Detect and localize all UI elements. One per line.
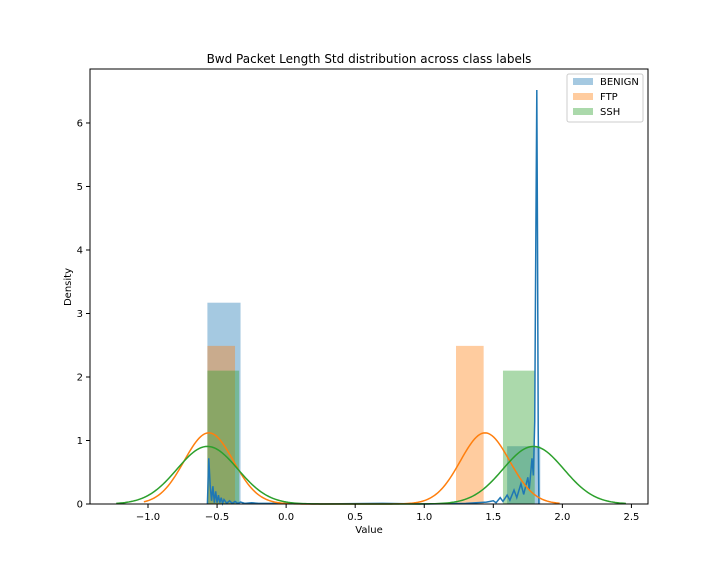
ftp-histogram-bar-1: [456, 345, 484, 504]
x-axis-label: Value: [355, 525, 382, 536]
x-tick-label: −0.5: [205, 512, 229, 523]
y-tick-label: 6: [77, 118, 83, 129]
x-tick-label: 2.5: [623, 512, 639, 523]
axes-frame: [89, 68, 649, 505]
benign-histogram-bar-0: [207, 302, 241, 504]
x-tick-label: 1.0: [416, 512, 432, 523]
legend: BENIGN FTP SSH: [566, 73, 644, 123]
y-tick-label: 4: [77, 245, 83, 256]
x-tick-label: 2.0: [554, 512, 570, 523]
x-axis: −1.0 −0.5 0.0 0.5 1.0 1.5 2.0 2.5: [136, 504, 639, 523]
legend-swatch-benign: [573, 78, 593, 85]
plot-area: [116, 89, 626, 506]
y-axis: 0 1 2 3 4 5 6: [77, 118, 90, 511]
y-tick-label: 0: [77, 500, 83, 511]
y-tick-label: 3: [77, 309, 83, 320]
x-tick-label: −1.0: [136, 512, 160, 523]
y-tick-label: 5: [77, 182, 83, 193]
y-tick-label: 1: [77, 436, 83, 447]
legend-box: [566, 73, 644, 123]
legend-label-benign: BENIGN: [600, 77, 639, 88]
ftp-histogram-bar-0: [207, 345, 236, 504]
x-tick-label: 0.0: [278, 512, 294, 523]
legend-swatch-ssh: [573, 108, 593, 115]
y-axis-label: Density: [63, 268, 74, 306]
x-tick-label: 0.5: [347, 512, 363, 523]
legend-label-ftp: FTP: [600, 92, 618, 103]
chart-title: Bwd Packet Length Std distribution acros…: [207, 52, 532, 66]
legend-label-ssh: SSH: [600, 107, 620, 118]
x-tick-label: 1.5: [485, 512, 501, 523]
ssh-histogram-bar-0: [207, 370, 240, 504]
y-tick-label: 2: [77, 372, 83, 383]
legend-swatch-ftp: [573, 93, 593, 100]
